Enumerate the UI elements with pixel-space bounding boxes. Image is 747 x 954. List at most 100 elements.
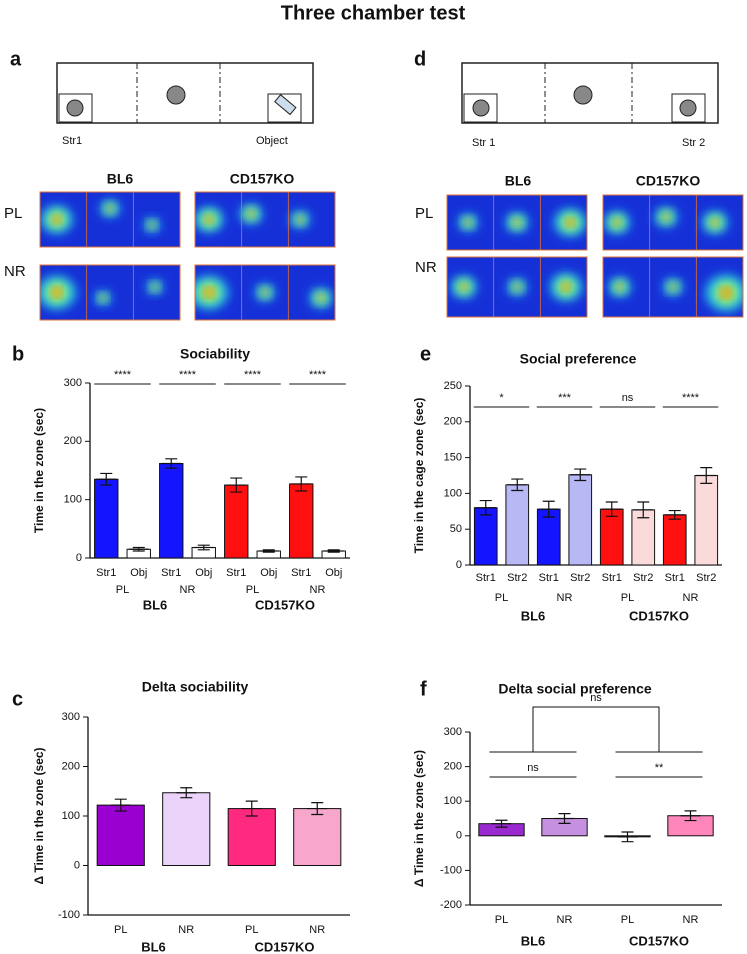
error-bar — [193, 544, 214, 551]
heat-blob — [563, 284, 569, 290]
x-tick-label: PL — [245, 924, 258, 936]
error-bar — [226, 477, 247, 493]
significance-label: * — [499, 392, 504, 404]
y-tick-label: 100 — [444, 487, 462, 499]
y-axis-label: Δ Time in the zone (sec) — [412, 750, 426, 887]
heatmap-body — [447, 257, 587, 317]
significance-label: ns — [590, 692, 602, 704]
heatmap-column: BL6 — [505, 173, 532, 189]
significance-label: *** — [558, 392, 572, 404]
y-tick-label: 300 — [62, 711, 80, 723]
bar — [568, 474, 593, 566]
heat-blob — [617, 284, 622, 290]
heatmap — [446, 194, 588, 251]
chart-title: Delta social preference — [498, 681, 652, 697]
figure-title: Three chamber test — [281, 2, 466, 24]
y-tick-label: 300 — [64, 377, 82, 389]
supergroup-label: CD157KO — [255, 939, 315, 954]
y-axis-label: Δ Time in the zone (sec) — [32, 747, 46, 884]
supergroup-label: BL6 — [143, 597, 168, 612]
error-bar — [291, 476, 312, 492]
diagram-label: Object — [256, 135, 288, 147]
error-bar — [475, 499, 496, 516]
heatmap-body — [603, 195, 743, 250]
heat-blob — [515, 285, 519, 289]
bar-chart: b Sociability Time in the zone (sec) 0 100 20… — [12, 343, 350, 612]
heatmap-column: CD157KO — [636, 173, 701, 189]
heat-blob — [318, 295, 324, 301]
error-bar — [633, 501, 654, 519]
error-bar — [128, 546, 149, 552]
supergroup-label: BL6 — [521, 933, 546, 948]
heatmap-border — [602, 194, 744, 251]
group-label: NR — [683, 592, 699, 604]
heat-blob — [101, 296, 105, 300]
x-tick-label: Obj — [130, 567, 147, 579]
x-tick-label: Str1 — [291, 567, 311, 579]
bar-chart: c Delta sociability Δ Time in the zone (se… — [12, 679, 350, 954]
diagram-label: Str1 — [62, 135, 82, 147]
bar — [505, 484, 530, 566]
heatmap-column: CD157KO — [230, 171, 295, 187]
group-label: NR — [180, 584, 196, 596]
error-bar — [696, 467, 717, 484]
x-tick-label: Str2 — [507, 572, 527, 584]
x-tick-label: Str2 — [570, 572, 590, 584]
error-bar — [96, 472, 117, 486]
bar — [94, 478, 119, 559]
heat-blob — [248, 211, 254, 217]
heat-blob — [205, 288, 213, 297]
supergroup-label: BL6 — [521, 608, 546, 623]
heatmap — [39, 264, 181, 321]
heatmap-border — [446, 256, 588, 318]
heatmap-body — [40, 192, 180, 247]
y-tick-label: 100 — [62, 810, 80, 822]
heat-blob — [263, 290, 267, 295]
bar — [694, 475, 719, 566]
error-bar — [680, 810, 701, 822]
bar — [96, 804, 145, 866]
supergroup-label: BL6 — [141, 939, 166, 954]
y-axis-label: Time in the zone (sec) — [32, 408, 46, 533]
significance-label: **** — [244, 369, 262, 381]
y-tick-label: 200 — [62, 760, 80, 772]
group-label: PL — [116, 584, 129, 596]
x-tick-label: Str1 — [602, 572, 622, 584]
significance-label: **** — [114, 369, 132, 381]
heatmap — [446, 256, 588, 318]
group-label: NR — [557, 592, 573, 604]
y-tick-label: 0 — [76, 552, 82, 564]
y-tick-label: 200 — [444, 416, 462, 428]
significance-label: ns — [527, 762, 539, 774]
heat-blob — [206, 216, 212, 223]
heat-blob — [150, 223, 154, 227]
x-tick-label: Obj — [260, 567, 277, 579]
heat-blob — [298, 217, 302, 222]
heat-blob — [53, 216, 60, 223]
x-tick-label: Obj — [195, 567, 212, 579]
heat-blob — [514, 220, 520, 225]
error-bar — [617, 831, 638, 843]
x-tick-label: Str1 — [665, 572, 685, 584]
y-tick-label: -100 — [58, 909, 80, 921]
y-tick-label: 0 — [456, 830, 462, 842]
significance-label: ns — [622, 392, 634, 404]
significance-label: **** — [682, 392, 700, 404]
panel-label: a — [10, 48, 22, 70]
bar — [224, 484, 249, 559]
bar-chart: f Delta social preference Δ Time in the zo… — [412, 678, 722, 948]
heatmap — [602, 194, 744, 251]
y-axis-label: Time in the cage zone (sec) — [412, 398, 426, 554]
error-bar — [538, 500, 559, 518]
bar — [159, 463, 184, 559]
y-tick-label: -100 — [440, 864, 462, 876]
heatmap-body — [40, 265, 180, 320]
heatmap — [39, 191, 181, 248]
error-bar — [491, 819, 512, 828]
bar-chart: e Social preference Time in the cage zone … — [412, 343, 722, 623]
group-label: NR — [310, 584, 326, 596]
diagram-label: Str 2 — [682, 137, 705, 149]
x-tick-label: PL — [114, 924, 127, 936]
heatmap-column: BL6 — [107, 171, 134, 187]
y-tick-label: 0 — [456, 559, 462, 571]
